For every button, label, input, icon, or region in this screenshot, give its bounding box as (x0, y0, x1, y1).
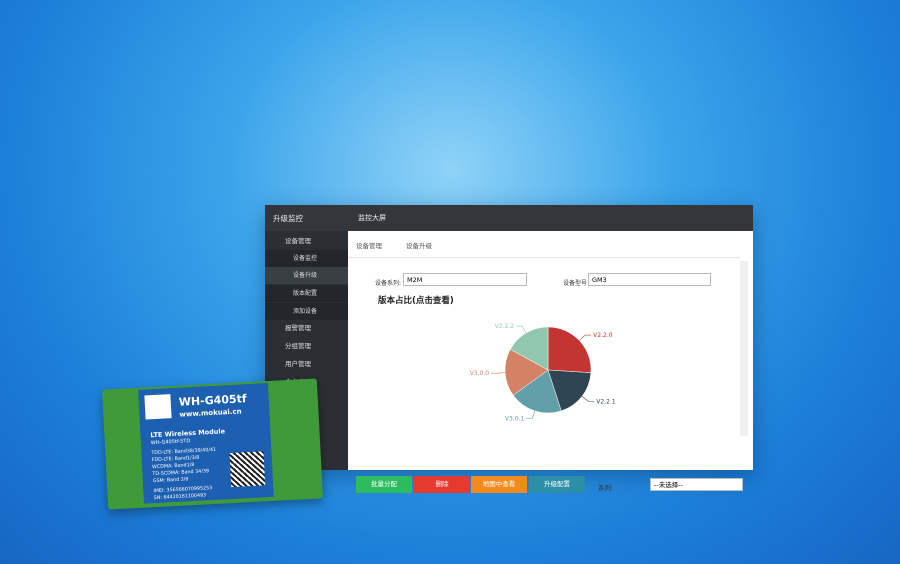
select[interactable]: GM3 (588, 273, 711, 286)
leader-line (581, 396, 595, 402)
button[interactable]: 升级配置 (529, 476, 585, 493)
menu-item[interactable]: 用户管理 (285, 360, 311, 368)
spec-line: TDD-LTE: Band38/39/40/41 (151, 447, 217, 457)
submenu-item[interactable]: 添加设备 (265, 303, 348, 320)
submenu-item[interactable]: 设备监控 (265, 250, 348, 267)
module-url: www.mokuai.cn (179, 407, 242, 419)
qr-code (229, 451, 266, 488)
pie-chart: V2.2.0 V2.2.1 V3.0.1 V3.0.0 V2.2.2 (470, 323, 616, 423)
button[interactable]: 删除 (414, 476, 470, 493)
divider (348, 257, 740, 258)
tab[interactable]: 监控大屏 (358, 214, 386, 222)
slice-label: V3.0.0 (470, 370, 490, 377)
brand: 升级监控 (273, 214, 303, 223)
select[interactable]: --未选择-- (650, 478, 743, 491)
pie-slice[interactable] (509, 326, 549, 371)
button[interactable]: 批量分配 (356, 476, 412, 493)
spec-line: WCDMA: Band1/8 (152, 462, 195, 471)
leader-line (516, 325, 527, 334)
breadcrumb[interactable]: 设备管理 (356, 242, 382, 250)
select[interactable]: M2M (403, 273, 527, 286)
pie-slice[interactable] (512, 369, 562, 414)
menu-item[interactable]: 报警管理 (285, 324, 311, 332)
content: 设备管理 设备升级 设备系列: M2M 设备型号 GM3 版本占比(点击查看) … (348, 231, 753, 493)
filter-label: 设备型号 (563, 280, 588, 287)
pie-slice[interactable] (547, 369, 592, 412)
top-bar: 升级监控 监控大屏 (265, 205, 753, 231)
module-board: WH-G405tf www.mokuai.cn LTE Wireless Mod… (102, 378, 323, 510)
module-model: WH-G405tf-STD (150, 438, 191, 447)
slice-label: V2.2.2 (495, 323, 515, 330)
spec-line: SN: 64420161100493 (153, 493, 207, 502)
spec-line: GSM: Band 3/8 (152, 477, 189, 485)
button[interactable]: 地图中查看 (471, 476, 527, 493)
scrollbar[interactable] (740, 261, 748, 436)
pie-slice[interactable] (547, 326, 592, 373)
submenu-item[interactable]: 版本配置 (265, 285, 348, 302)
submenu-item[interactable]: 设备升级 (265, 267, 348, 284)
filter-label: 设备系列: (375, 280, 402, 287)
leader-line (579, 334, 592, 341)
spec-line: TD-SCDMA: Band 34/39 (152, 469, 210, 478)
menu-item[interactable]: 分组管理 (285, 342, 311, 350)
slice-label: V2.2.1 (596, 398, 616, 405)
logo (144, 394, 172, 420)
select-label: 系列: (598, 484, 614, 492)
app-window: 升级监控 监控大屏 设备管理 设备监控 设备升级 版本配置 添加设备 报警管理 … (265, 205, 753, 493)
menu-item[interactable]: 设备管理 (285, 237, 311, 245)
chart-title: 版本占比(点击查看) (378, 296, 454, 306)
pie-slice[interactable] (504, 348, 549, 396)
breadcrumb: 设备升级 (406, 242, 432, 250)
slice-label: V3.0.1 (505, 416, 525, 423)
leader-line (491, 372, 506, 374)
module-title: WH-G405tf (178, 392, 247, 409)
leader-line (526, 410, 535, 419)
spec-list (138, 383, 268, 390)
slice-label: V2.2.0 (593, 332, 613, 339)
module-label: WH-G405tf www.mokuai.cn LTE Wireless Mod… (138, 383, 274, 504)
